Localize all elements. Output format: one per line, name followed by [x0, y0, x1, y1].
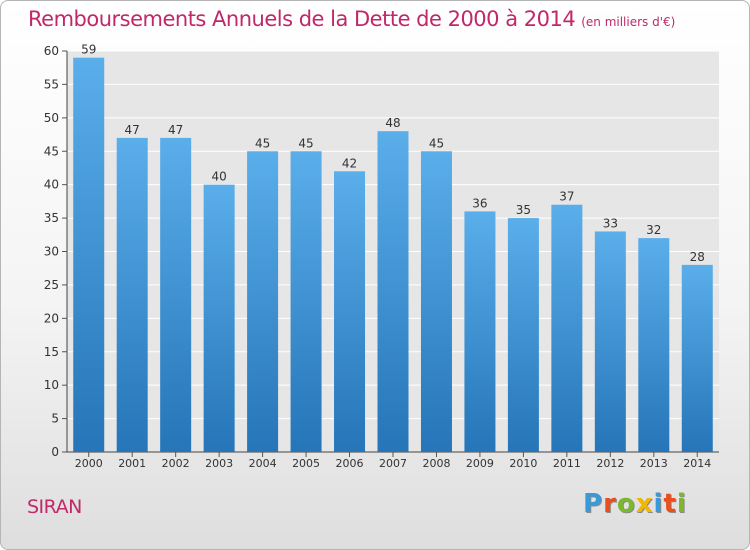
x-tick-label: 2007 [379, 457, 407, 470]
bar [681, 264, 713, 452]
location-label: SIRAN [27, 496, 82, 518]
data-label: 35 [516, 203, 531, 217]
y-tick-label: 45 [44, 144, 59, 158]
x-tick-label: 2004 [249, 457, 277, 470]
y-tick-label: 15 [44, 345, 59, 359]
x-tick-label: 2013 [640, 457, 668, 470]
x-tick-label: 2010 [509, 457, 537, 470]
bar [116, 137, 148, 452]
bar [507, 218, 539, 452]
bar [377, 131, 409, 452]
x-tick-label: 2006 [336, 457, 364, 470]
bar [420, 151, 452, 452]
bar [334, 171, 366, 453]
y-tick-label: 25 [44, 278, 59, 292]
x-tick-label: 2014 [683, 457, 711, 470]
y-tick-label: 35 [44, 211, 59, 225]
logo-letter: i [653, 489, 664, 519]
data-label: 42 [342, 156, 357, 170]
data-label: 28 [690, 250, 705, 264]
logo-letter: P [583, 489, 604, 519]
data-label: 47 [168, 123, 183, 137]
bar [464, 211, 496, 452]
data-label: 48 [385, 116, 400, 130]
data-label: 47 [125, 123, 140, 137]
x-tick-label: 2003 [205, 457, 233, 470]
y-tick-label: 10 [44, 378, 59, 392]
logo-letter: t [663, 489, 677, 519]
bar [551, 204, 583, 452]
logo-letter: r [603, 489, 617, 519]
chart-title-text: Remboursements Annuels de la Dette de 20… [28, 7, 576, 31]
x-tick-label: 2008 [422, 457, 450, 470]
x-tick-label: 2012 [596, 457, 624, 470]
data-label: 45 [429, 136, 444, 150]
data-label: 36 [472, 196, 487, 210]
x-tick-label: 2005 [292, 457, 320, 470]
x-tick-label: 2001 [118, 457, 146, 470]
bar [638, 238, 670, 452]
logo-letter: o [616, 489, 636, 519]
data-label: 45 [298, 136, 313, 150]
data-label: 40 [211, 170, 226, 184]
y-tick-label: 20 [44, 311, 59, 325]
data-label: 32 [646, 223, 661, 237]
y-tick-label: 40 [44, 178, 59, 192]
logo-letter: x [635, 489, 654, 519]
bar [160, 137, 192, 452]
data-label: 33 [603, 216, 618, 230]
proxiti-logo: Proxiti [583, 489, 687, 519]
y-tick-label: 30 [44, 245, 59, 259]
data-label: 45 [255, 136, 270, 150]
y-tick-label: 5 [51, 412, 59, 426]
data-label: 59 [81, 43, 96, 57]
logo-letter: i [676, 489, 687, 519]
y-tick-label: 60 [44, 44, 59, 58]
bar [203, 184, 235, 452]
y-tick-label: 50 [44, 111, 59, 125]
bar [290, 151, 322, 452]
data-label: 37 [559, 190, 574, 204]
y-tick-label: 55 [44, 77, 59, 91]
x-tick-label: 2009 [466, 457, 494, 470]
x-tick-label: 2011 [553, 457, 581, 470]
y-tick-label: 0 [51, 445, 59, 459]
chart-title: Remboursements Annuels de la Dette de 20… [28, 7, 675, 31]
bar [247, 151, 279, 452]
bar [594, 231, 626, 452]
bar [73, 57, 105, 452]
chart-unit: (en milliers d'€) [581, 15, 676, 29]
x-tick-label: 2002 [162, 457, 190, 470]
x-tick-label: 2000 [75, 457, 103, 470]
